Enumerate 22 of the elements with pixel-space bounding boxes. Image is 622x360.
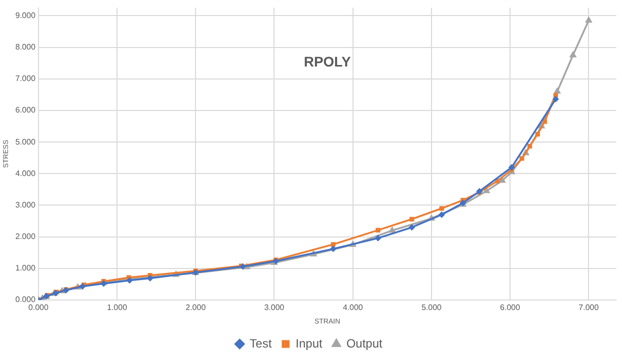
y-tick-label: 7.000 [15,74,36,84]
y-tick-label: 0.000 [15,295,36,304]
x-tick-label: 4.000 [342,303,364,312]
y-tick-label: 3.000 [15,200,36,210]
text: RPOLY [304,54,352,70]
x-tick-label: 7.000 [578,303,600,312]
y-tick-label: 9.000 [15,10,36,20]
legend-label: Input [296,336,324,350]
x-tick-label: 3.000 [264,303,285,312]
y-tick-label: 1.000 [15,264,36,273]
y-tick-label: 5.000 [15,137,36,146]
y-tick-label: 6.000 [15,106,36,115]
y-tick-label: 2.000 [15,232,36,242]
legend-label: Test [250,336,272,350]
x-tick-label: 6.000 [500,303,521,312]
y-tick-label: 4.000 [15,168,36,178]
legend-label: Output [346,336,384,350]
x-tick-label: 1.000 [107,303,128,312]
x-tick-label: 0.000 [28,303,49,312]
y-tick-label: 8.000 [15,42,36,52]
x-tick-label: 2.000 [186,303,206,312]
x-tick-label: 5.000 [421,303,442,312]
